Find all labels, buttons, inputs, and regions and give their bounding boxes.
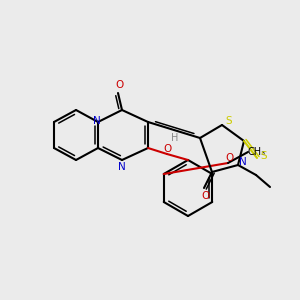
Text: N: N <box>118 162 126 172</box>
Text: O: O <box>164 144 172 154</box>
Text: H: H <box>171 133 179 143</box>
Text: O: O <box>115 80 123 90</box>
Text: O: O <box>226 153 234 163</box>
Text: N: N <box>93 116 101 126</box>
Text: N: N <box>239 157 247 167</box>
Text: CH₃: CH₃ <box>248 147 266 157</box>
Text: O: O <box>201 191 209 201</box>
Text: S: S <box>261 151 267 161</box>
Text: S: S <box>226 116 232 126</box>
